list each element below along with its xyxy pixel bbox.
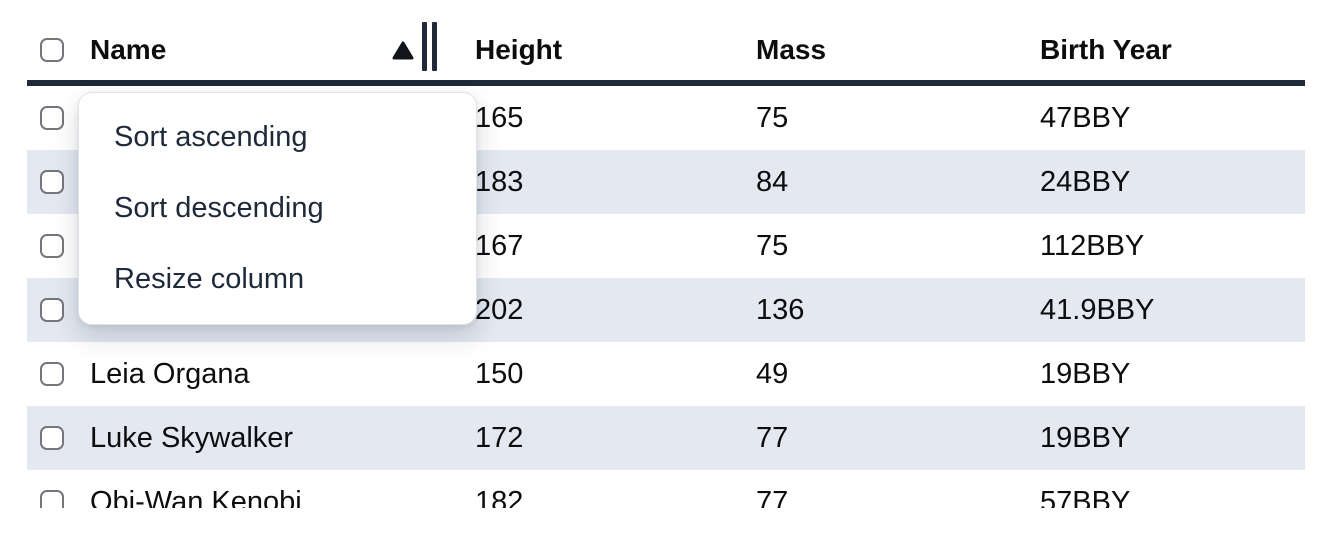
cell-mass: 75 [756,229,789,262]
row-checkbox[interactable] [40,106,64,130]
header-checkbox-cell [27,38,90,62]
row-checkbox[interactable] [40,426,64,450]
row-checkbox-cell [27,170,90,194]
table-row[interactable]: Leia Organa 150 49 19BBY [27,342,1305,406]
row-checkbox-cell [27,298,90,322]
cell-name: Luke Skywalker [90,421,294,454]
table-header: Name Height Mass Birth Year [27,0,1305,86]
menu-item-resize-column[interactable]: Resize column [114,263,305,295]
column-context-menu: Sort ascending Sort descending Resize co… [78,92,477,325]
cell-mass: 84 [756,165,789,198]
row-checkbox-cell [27,106,90,130]
table-row[interactable]: Luke Skywalker 172 77 19BBY [27,406,1305,470]
cell-birth-year: 112BBY [1040,229,1145,262]
sort-ascending-icon [392,41,414,59]
sort-resize-group [392,22,437,71]
cell-mass: 75 [756,101,789,134]
cell-height: 165 [475,101,524,134]
column-header-name[interactable]: Name [90,22,475,71]
cell-birth-year: 19BBY [1040,357,1131,390]
cell-mass: 136 [756,293,805,326]
table-row[interactable]: Obi-Wan Kenobi 182 77 57BBY [27,470,1305,508]
column-header-mass[interactable]: Mass [756,34,827,65]
cell-mass: 77 [756,485,789,509]
column-header-name-label: Name [90,34,167,65]
cell-mass: 49 [756,357,789,390]
column-header-birth-year[interactable]: Birth Year [1040,34,1172,65]
cell-name: Leia Organa [90,357,250,390]
row-checkbox[interactable] [40,298,64,322]
cell-height: 182 [475,485,524,509]
cell-birth-year: 47BBY [1040,101,1131,134]
row-checkbox-cell [27,426,90,450]
menu-item-sort-descending[interactable]: Sort descending [114,192,324,224]
menu-item-sort-ascending[interactable]: Sort ascending [114,121,308,153]
row-checkbox[interactable] [40,362,64,386]
cell-height: 167 [475,229,524,262]
row-checkbox[interactable] [40,490,64,508]
row-checkbox[interactable] [40,170,64,194]
cell-birth-year: 24BBY [1040,165,1131,198]
cell-height: 202 [475,293,524,326]
table-row[interactable]: 165 75 47BBY [27,86,1305,150]
row-checkbox[interactable] [40,234,64,258]
cell-birth-year: 57BBY [1040,485,1131,509]
row-checkbox-cell [27,490,90,508]
cell-mass: 77 [756,421,789,454]
column-header-height[interactable]: Height [475,34,563,65]
cell-height: 183 [475,165,524,198]
resize-bar [432,22,437,71]
select-all-checkbox[interactable] [40,38,64,62]
table-row[interactable]: 167 75 112BBY [27,214,1305,278]
row-checkbox-cell [27,362,90,386]
cell-height: 150 [475,357,524,390]
cell-height: 172 [475,421,524,454]
cell-name: Obi-Wan Kenobi [90,485,302,509]
cell-birth-year: 19BBY [1040,421,1131,454]
resize-bar [422,22,427,71]
column-resize-handle[interactable] [422,22,437,71]
cell-birth-year: 41.9BBY [1040,293,1155,326]
row-checkbox-cell [27,234,90,258]
